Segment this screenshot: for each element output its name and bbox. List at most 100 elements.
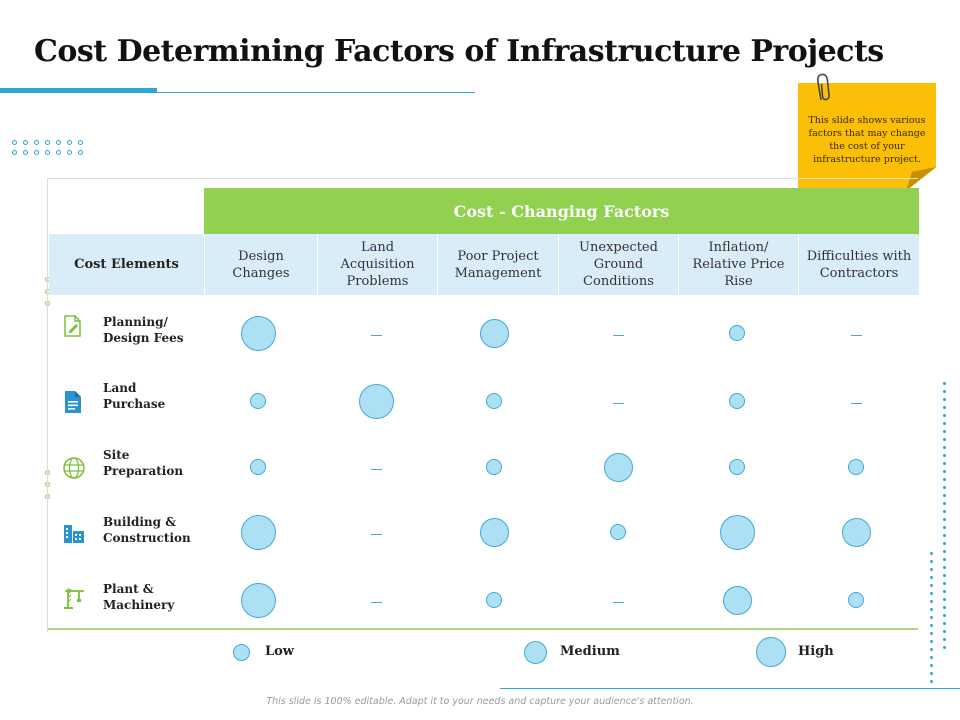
column-header-design-changes: Design Changes xyxy=(204,234,317,295)
decorative-dot xyxy=(930,664,933,667)
decorative-dot xyxy=(930,640,933,643)
legend-low-label: Low xyxy=(265,644,295,659)
column-header-inflation: Inflation/ Relative Price Rise xyxy=(678,234,798,295)
cost-factors-header: Cost - Changing Factors xyxy=(204,188,919,234)
row-label-building-construction: Building & Construction xyxy=(103,515,191,545)
rating-high-bubble xyxy=(358,383,394,419)
legend-medium-bubble xyxy=(524,641,547,664)
document-list-icon xyxy=(65,391,81,413)
decorative-dot xyxy=(943,414,946,417)
footer-line xyxy=(500,688,960,689)
decorative-dot xyxy=(943,470,946,473)
title-underline-thick xyxy=(0,88,157,93)
rating-low-bubble xyxy=(848,592,864,608)
paperclip-icon xyxy=(817,73,830,101)
rating-high-bubble xyxy=(240,582,276,618)
decorative-dot xyxy=(943,542,946,545)
rating-high-bubble xyxy=(719,514,755,550)
decorative-dot xyxy=(930,560,933,563)
rating-none-dash xyxy=(851,403,862,404)
rating-none-dash xyxy=(371,534,382,535)
building-icon xyxy=(64,525,84,543)
decorative-dot xyxy=(930,608,933,611)
table-frame-bottom xyxy=(48,628,918,630)
rating-medium-bubble xyxy=(722,585,752,615)
rating-none-dash xyxy=(371,335,382,336)
decorative-dot xyxy=(930,592,933,595)
sticky-note-text: This slide shows various factors that ma… xyxy=(808,115,926,165)
rating-none-dash xyxy=(371,602,382,603)
rating-high-bubble xyxy=(240,315,276,351)
decorative-dot xyxy=(943,646,946,649)
rating-low-bubble xyxy=(729,459,745,475)
rating-medium-bubble xyxy=(841,517,871,547)
decorative-dot xyxy=(943,398,946,401)
decorative-dot xyxy=(930,584,933,587)
rating-low-bubble xyxy=(250,393,266,409)
decorative-dot xyxy=(943,502,946,505)
table-frame-top xyxy=(48,178,918,179)
decorative-dot xyxy=(943,518,946,521)
decorative-dot xyxy=(943,566,946,569)
decorative-dot xyxy=(943,630,946,633)
rating-low-bubble xyxy=(610,524,626,540)
rating-medium-bubble xyxy=(603,452,633,482)
rating-none-dash xyxy=(613,403,624,404)
legend-low-bubble xyxy=(233,644,250,661)
decorative-dot xyxy=(943,454,946,457)
rating-low-bubble xyxy=(848,459,864,475)
decorative-dot xyxy=(930,576,933,579)
document-edit-icon xyxy=(64,315,81,337)
legend-high-bubble xyxy=(756,637,786,667)
decorative-dot xyxy=(943,430,946,433)
decorative-dot xyxy=(943,622,946,625)
decorative-dot xyxy=(943,606,946,609)
legend-medium-label: Medium xyxy=(560,644,620,659)
decorative-dot xyxy=(943,582,946,585)
decorative-dot xyxy=(930,552,933,555)
row-label-site-preparation: Site Preparation xyxy=(103,448,184,478)
decorative-dot xyxy=(943,598,946,601)
rating-none-dash xyxy=(851,335,862,336)
rating-none-dash xyxy=(613,602,624,603)
rating-medium-bubble xyxy=(479,517,509,547)
rating-none-dash xyxy=(371,469,382,470)
column-header-ground-conditions: Unexpected Ground Conditions xyxy=(558,234,678,295)
table-frame-left xyxy=(47,178,48,632)
legend-high-label: High xyxy=(798,644,834,659)
decorative-dot xyxy=(943,558,946,561)
decorative-dot xyxy=(943,574,946,577)
decorative-dot xyxy=(943,526,946,529)
decorative-dot xyxy=(943,462,946,465)
decorative-dot xyxy=(930,624,933,627)
decorative-dot xyxy=(943,406,946,409)
rating-low-bubble xyxy=(729,393,745,409)
decorative-dot xyxy=(943,382,946,385)
decorative-dot xyxy=(943,590,946,593)
decorative-dot xyxy=(930,680,933,683)
rating-low-bubble xyxy=(486,592,502,608)
column-header-contractors: Difficulties with Contractors xyxy=(798,234,919,295)
decorative-dot xyxy=(943,550,946,553)
decorative-dot xyxy=(943,494,946,497)
decorative-dot xyxy=(943,478,946,481)
page-title: Cost Determining Factors of Infrastructu… xyxy=(34,34,884,69)
decorative-dot xyxy=(943,614,946,617)
globe-icon xyxy=(63,457,85,479)
decorative-dot xyxy=(943,510,946,513)
title-underline-thin xyxy=(157,92,475,93)
decorative-dot xyxy=(943,390,946,393)
rating-low-bubble xyxy=(486,459,502,475)
rating-low-bubble xyxy=(486,393,502,409)
decorative-dot xyxy=(930,648,933,651)
row-label-plant-machinery: Plant & Machinery xyxy=(103,582,175,612)
decorative-dot xyxy=(943,446,946,449)
rating-none-dash xyxy=(613,335,624,336)
row-label-land-purchase: Land Purchase xyxy=(103,381,166,411)
decorative-dot xyxy=(943,422,946,425)
decorative-dot xyxy=(930,656,933,659)
column-header-poor-management: Poor Project Management xyxy=(437,234,558,295)
rating-high-bubble xyxy=(240,514,276,550)
rating-medium-bubble xyxy=(479,318,509,348)
rating-low-bubble xyxy=(729,325,745,341)
